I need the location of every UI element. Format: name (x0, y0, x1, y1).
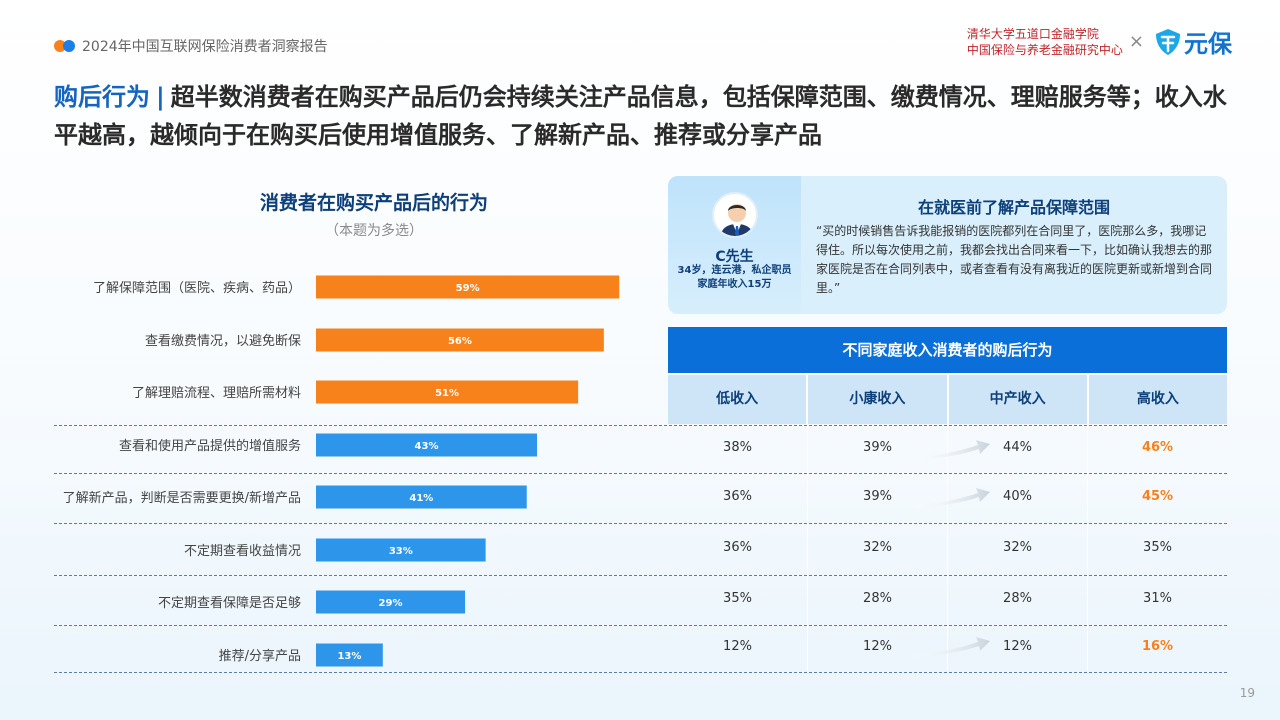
table-cell: 44% (948, 424, 1088, 472)
quote-text: “买的时候销售告诉我能报销的医院都列在合同里了，医院那么多，我哪记得住。所以每次… (816, 224, 1213, 295)
interviewee-description: 34岁，连云港，私企职员 家庭年收入15万 (668, 264, 801, 292)
chart-subtitle: （本题为多选） (325, 223, 423, 239)
column-header-moderate-income: 小康收入 (808, 375, 949, 424)
headline-separator: | (156, 83, 165, 111)
bar-value-label: 33% (389, 546, 413, 557)
table-cell: 35% (1143, 540, 1172, 555)
bar-value-label: 59% (456, 283, 480, 294)
table-cell: 46% (1141, 440, 1174, 455)
table-cell: 39% (808, 424, 948, 472)
category-label: 推荐/分享产品 (219, 648, 301, 664)
chart-title: 消费者在购买产品后的行为 (259, 192, 488, 214)
logo-area: 清华大学五道口金融学院 中国保险与养老金融研究中心 × 元保 (967, 24, 1232, 59)
table-row: 38% 39% 44% 46% (668, 424, 1227, 472)
table-cell: 12% (808, 624, 948, 670)
table-row: 36% 32% 32% 35% (668, 522, 1227, 574)
bar-4 (316, 433, 538, 457)
person-avatar-icon (720, 204, 754, 236)
table-cell: 32% (948, 522, 1088, 574)
table-cell: 28% (948, 574, 1088, 624)
table-body: 38% 39% 44% 46% 36% 39% 40% 45% 36% 32% 32% 35% 35% 2… (668, 424, 1227, 670)
income-table: 不同家庭收入消费者的购后行为 低收入 小康收入 中产收入 高收入 38% 39% 4… (668, 327, 1227, 670)
bar-6 (316, 538, 486, 562)
page-number: 19 (1239, 686, 1255, 700)
bar-value-label: 51% (435, 388, 459, 399)
interviewee-name: C先生 (715, 249, 754, 265)
interviewee-panel: C先生 34岁，连云港，私企职员 家庭年收入15万 (668, 176, 801, 314)
table-cell: 32% (808, 522, 948, 574)
table-cell: 39% (808, 472, 948, 522)
table-cell: 36% (668, 522, 808, 574)
interview-quote-card: C先生 34岁，连云港，私企职员 家庭年收入15万 在就医前了解产品保障范围 “… (668, 176, 1227, 314)
row-divider (54, 523, 1227, 524)
column-header-low-income: 低收入 (668, 375, 809, 424)
headline-key: 购后行为 (54, 83, 150, 111)
page-headline: 购后行为 | 超半数消费者在购买产品后仍会持续关注产品信息，包括保障范围、缴费情况、… (54, 78, 1234, 154)
bar-value-label: 13% (337, 651, 361, 662)
bar-chart: 59% 了解保障范围（医院、疾病、药品） 56% 查看缴费情况，以避免断保 51% 了解理… (63, 275, 620, 667)
column-header-high-income: 高收入 (1088, 375, 1227, 424)
trend-arrow-icon (914, 440, 990, 460)
brand-shield-icon (1156, 28, 1180, 55)
category-label: 了解保障范围（医院、疾病、药品） (93, 281, 301, 296)
category-label: 查看和使用产品提供的增值服务 (119, 438, 301, 454)
row-divider (54, 473, 1227, 474)
table-row: 35% 28% 28% 31% (668, 574, 1227, 624)
table-row: 12% 12% 12% 16% (668, 624, 1227, 670)
report-header: 2024年中国互联网保险消费者洞察报告 (54, 36, 328, 56)
table-title: 不同家庭收入消费者的购后行为 (668, 327, 1227, 373)
interviewee-profile: 34岁，连云港，私企职员 (677, 265, 792, 276)
category-label: 了解理赔流程、理赔所需材料 (132, 386, 301, 401)
table-cell: 35% (668, 574, 808, 624)
table-cell: 40% (948, 472, 1088, 522)
table-cell: 28% (808, 574, 948, 624)
times-symbol: × (1128, 31, 1144, 52)
brand-name: 元保 (1184, 30, 1232, 58)
row-divider (54, 575, 1227, 576)
org-name: 清华大学五道口金融学院 中国保险与养老金融研究中心 (967, 26, 1123, 58)
interviewee-income: 家庭年收入15万 (697, 279, 772, 290)
row-divider (54, 425, 1227, 426)
table-row: 36% 39% 40% 45% (668, 472, 1227, 522)
category-label: 查看缴费情况，以避免断保 (145, 333, 301, 349)
quote-heading: 在就医前了解产品保障范围 (917, 198, 1110, 217)
org-line-2: 中国保险与养老金融研究中心 (966, 42, 1123, 57)
bar-3 (316, 380, 579, 404)
bar-1 (316, 275, 620, 299)
table-cell: 36% (668, 472, 808, 522)
table-cell: 38% (668, 424, 808, 472)
table-cell: 12% (948, 624, 1088, 670)
trend-arrow-icon (914, 637, 990, 657)
headline-text: 超半数消费者在购买产品后仍会持续关注产品信息，包括保障范围、缴费情况、理赔服务等… (54, 83, 1227, 149)
table-cell: 31% (1143, 591, 1172, 606)
table-cell: 16% (1141, 639, 1174, 654)
bar-value-label: 56% (448, 336, 472, 347)
category-label: 了解新产品，判断是否需要更换/新增产品 (63, 490, 301, 506)
table-cell: 12% (668, 624, 808, 670)
bar-2 (316, 328, 604, 352)
bar-value-label: 41% (409, 493, 433, 504)
category-label: 不定期查看保障是否足够 (158, 595, 301, 611)
bar-value-label: 29% (379, 598, 403, 609)
table-header-row: 低收入 小康收入 中产收入 高收入 (668, 373, 1227, 424)
column-header-middle-income: 中产收入 (948, 375, 1089, 424)
bar-8 (316, 643, 383, 667)
bar-value-label: 43% (415, 441, 439, 452)
report-title: 2024年中国互联网保险消费者洞察报告 (82, 39, 328, 55)
row-divider (54, 672, 1227, 673)
row-divider (54, 625, 1227, 626)
avatar (712, 192, 758, 238)
org-line-1: 清华大学五道口金融学院 (966, 26, 1099, 41)
trend-arrow-icon (914, 488, 990, 508)
bar-7 (316, 590, 466, 614)
bar-5 (316, 485, 527, 509)
table-cell: 45% (1141, 489, 1174, 504)
category-label: 不定期查看收益情况 (184, 543, 301, 559)
logo-dots-icon (54, 40, 78, 52)
